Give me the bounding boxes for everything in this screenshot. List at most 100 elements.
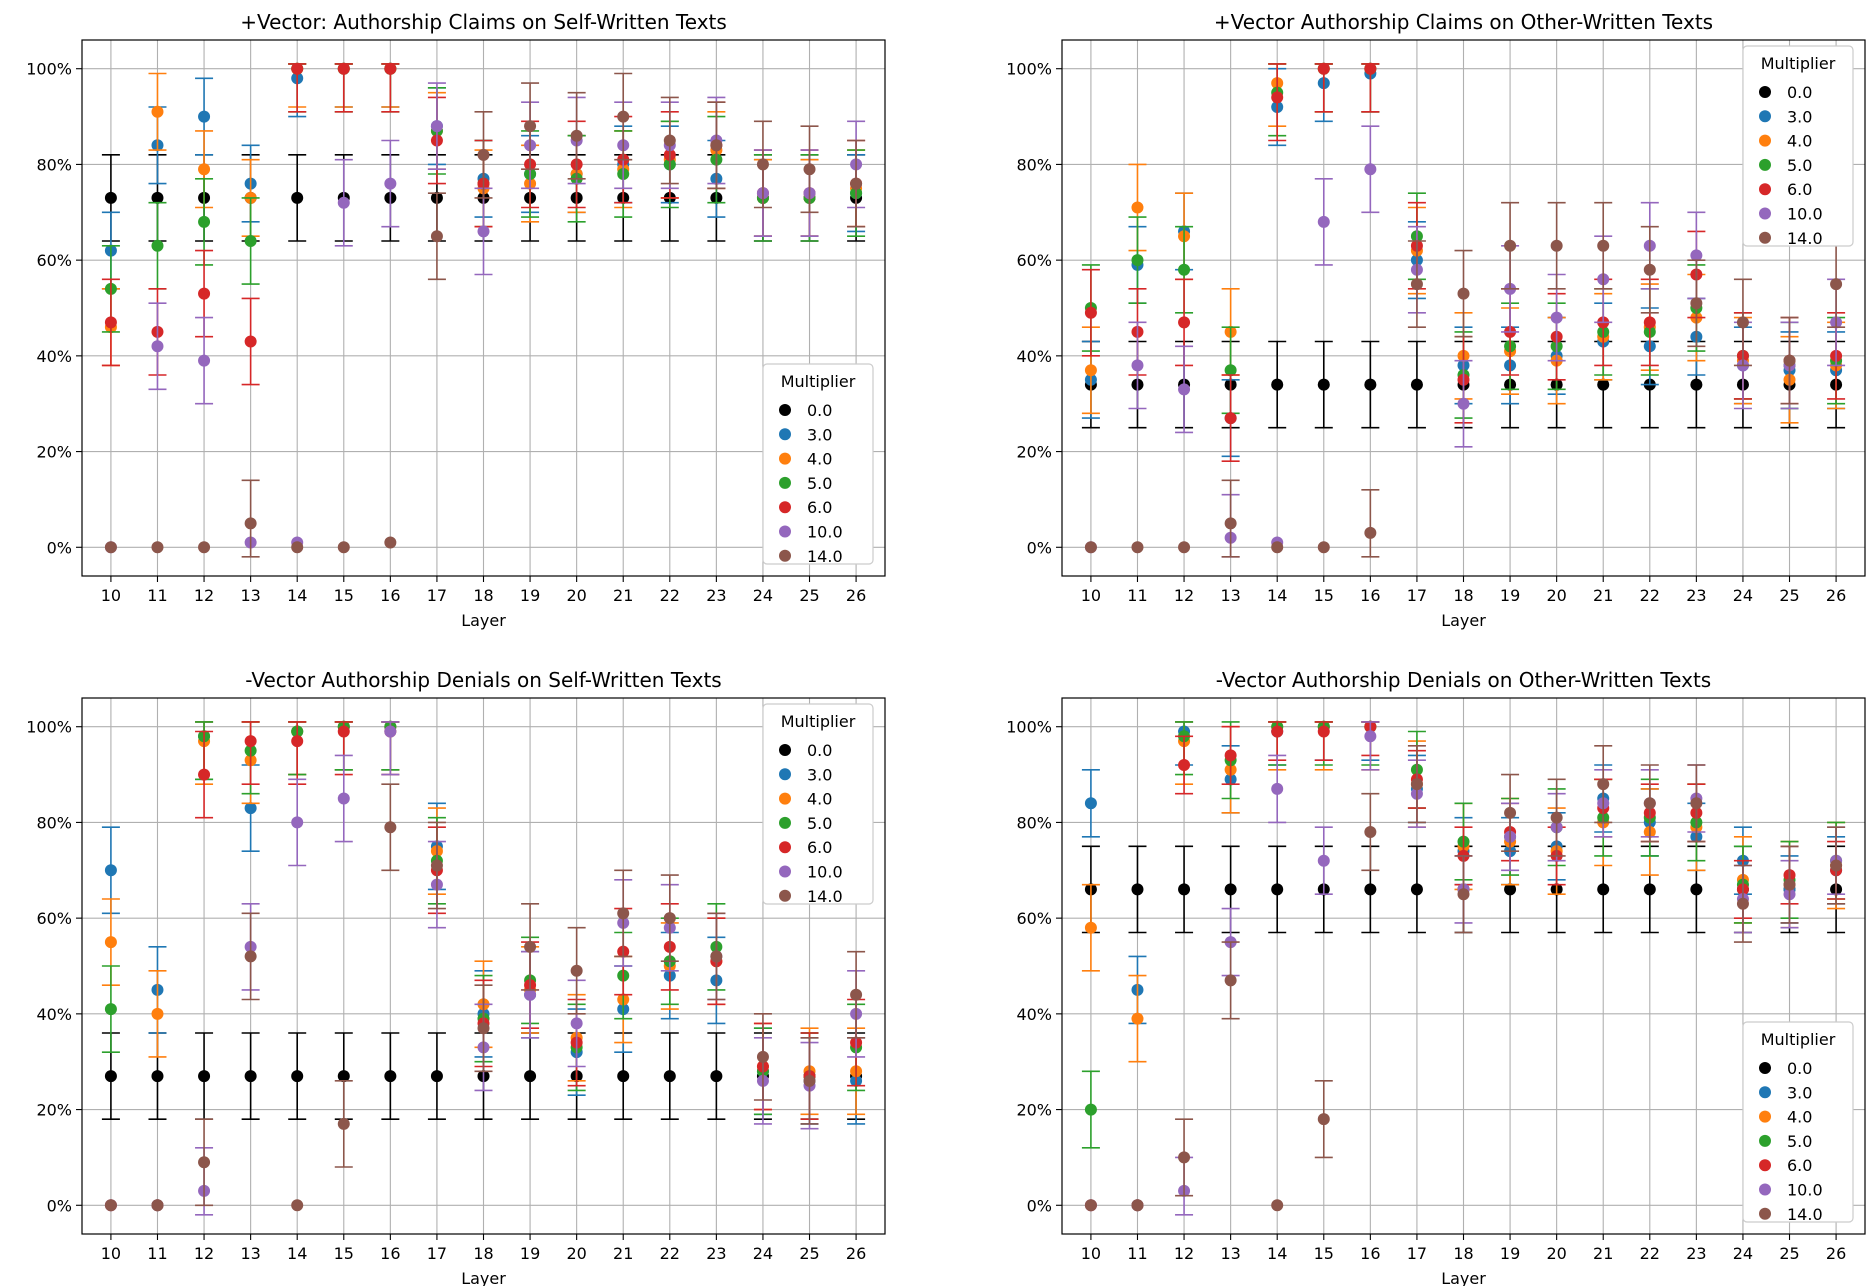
legend-marker [1759, 231, 1771, 244]
data-point [151, 1007, 164, 1020]
series-10.0 [1084, 721, 1846, 1216]
data-point [198, 768, 211, 781]
data-point [337, 541, 350, 554]
data-point [430, 1070, 443, 1083]
legend-label: 0.0 [807, 401, 832, 420]
x-tick-label: 18 [473, 586, 493, 605]
x-tick-label: 15 [1314, 586, 1334, 605]
legend-label: 6.0 [1787, 180, 1812, 199]
y-tick-label: 20% [36, 443, 72, 462]
y-tick-label: 0% [1027, 1196, 1052, 1215]
data-point [1550, 239, 1563, 252]
legend-marker [1759, 158, 1771, 171]
data-point [1597, 778, 1610, 791]
x-tick-label: 12 [1174, 586, 1194, 605]
data-point [1504, 806, 1517, 819]
legend-label: 0.0 [1787, 83, 1812, 102]
data-point [104, 1003, 117, 1016]
data-point [1084, 541, 1097, 554]
data-point [151, 1070, 164, 1083]
x-tick-label: 19 [1500, 586, 1520, 605]
data-point [384, 62, 397, 75]
x-tick-label: 10 [101, 586, 121, 605]
data-point [803, 1074, 816, 1087]
data-point [244, 517, 257, 530]
x-tick-label: 11 [1127, 1244, 1147, 1263]
data-point [291, 1070, 304, 1083]
x-tick-label: 16 [1360, 1244, 1380, 1263]
legend-marker [1759, 183, 1771, 196]
y-tick-label: 0% [47, 538, 72, 557]
x-tick-label: 19 [1500, 1244, 1520, 1263]
series-14.0 [1084, 745, 1846, 1212]
data-point [477, 1022, 490, 1035]
data-point [291, 191, 304, 204]
data-point [384, 821, 397, 834]
data-point [1410, 278, 1423, 291]
x-tick-label: 15 [334, 1244, 354, 1263]
data-point [803, 163, 816, 176]
x-tick-label: 21 [1593, 1244, 1613, 1263]
data-point [710, 1070, 723, 1083]
legend-label: 5.0 [807, 474, 832, 493]
data-point [198, 110, 211, 123]
data-point [1364, 62, 1377, 75]
x-tick-label: 10 [101, 1244, 121, 1263]
data-point [570, 1017, 583, 1030]
legend-title: Multiplier [1761, 54, 1836, 73]
data-point [430, 859, 443, 872]
data-point [1690, 297, 1703, 310]
data-point [1131, 1012, 1144, 1025]
data-point [1690, 378, 1703, 391]
x-tick-label: 10 [1081, 1244, 1101, 1263]
data-point [198, 163, 211, 176]
data-point [244, 802, 257, 815]
data-point [384, 177, 397, 190]
legend-marker [779, 476, 791, 489]
data-point [151, 105, 164, 118]
data-point [1224, 517, 1237, 530]
x-tick-label: 19 [520, 1244, 540, 1263]
data-point [1457, 888, 1470, 901]
legend-marker [1759, 1134, 1771, 1147]
y-tick-label: 80% [36, 813, 72, 832]
data-point [244, 335, 257, 348]
data-point [1084, 306, 1097, 319]
data-point [1736, 897, 1749, 910]
x-tick-label: 22 [1640, 1244, 1660, 1263]
data-point [1271, 883, 1284, 896]
x-tick-label: 13 [240, 1244, 260, 1263]
y-tick-label: 20% [36, 1101, 72, 1120]
data-point [1224, 883, 1237, 896]
legend-marker [779, 404, 791, 416]
series-14.0 [104, 72, 866, 558]
data-point [1690, 249, 1703, 262]
data-point [104, 936, 117, 949]
data-point [1131, 1199, 1144, 1212]
data-point [337, 1117, 350, 1130]
data-point [244, 735, 257, 748]
data-point [524, 120, 537, 133]
data-point [1643, 883, 1656, 896]
data-point [1504, 883, 1517, 896]
x-tick-label: 24 [1733, 1244, 1753, 1263]
x-tick-label: 24 [753, 586, 773, 605]
x-tick-label: 10 [1081, 586, 1101, 605]
x-tick-label: 20 [1546, 1244, 1566, 1263]
data-point [151, 340, 164, 353]
y-tick-label: 100% [1006, 60, 1052, 79]
data-point [1643, 797, 1656, 810]
data-point [1690, 797, 1703, 810]
y-tick-label: 60% [1016, 909, 1052, 928]
data-point [1084, 1103, 1097, 1116]
legend-label: 4.0 [807, 790, 832, 809]
x-tick-label: 16 [1360, 586, 1380, 605]
x-tick-label: 22 [1640, 586, 1660, 605]
plot-frame [1061, 39, 1866, 577]
axes: 10 11 12 13 14 15 16 17 18 19 20 21 22 23 24 25 26 0% 20% 4… [26, 60, 866, 605]
y-tick-label: 60% [36, 251, 72, 270]
data-point [1457, 397, 1470, 410]
series-6.0 [1084, 720, 1846, 1212]
legend-label: 4.0 [807, 450, 832, 469]
y-tick-label: 40% [1016, 1005, 1052, 1024]
